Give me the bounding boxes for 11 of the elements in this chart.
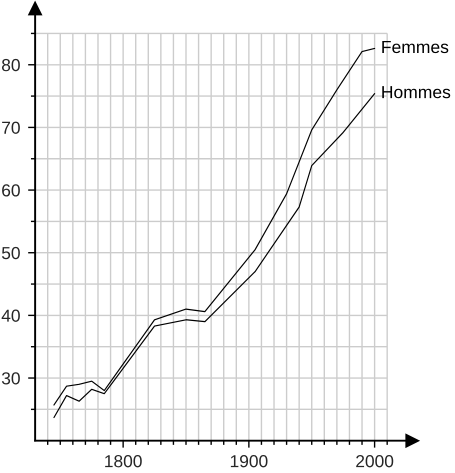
x-tick-label: 2000 — [356, 455, 394, 468]
y-tick-label: 70 — [2, 122, 20, 134]
x-tick-label: 1900 — [230, 455, 268, 468]
series-label: Hommes — [382, 86, 450, 98]
y-tick-label: 30 — [2, 372, 20, 384]
series-label: Femmes — [382, 40, 448, 54]
y-tick-label: 50 — [2, 246, 20, 260]
y-tick-label: 80 — [2, 58, 20, 72]
x-tick-label: 1800 — [105, 455, 142, 468]
y-tick-label: 40 — [2, 310, 20, 322]
y-tick-label: 60 — [2, 184, 20, 197]
